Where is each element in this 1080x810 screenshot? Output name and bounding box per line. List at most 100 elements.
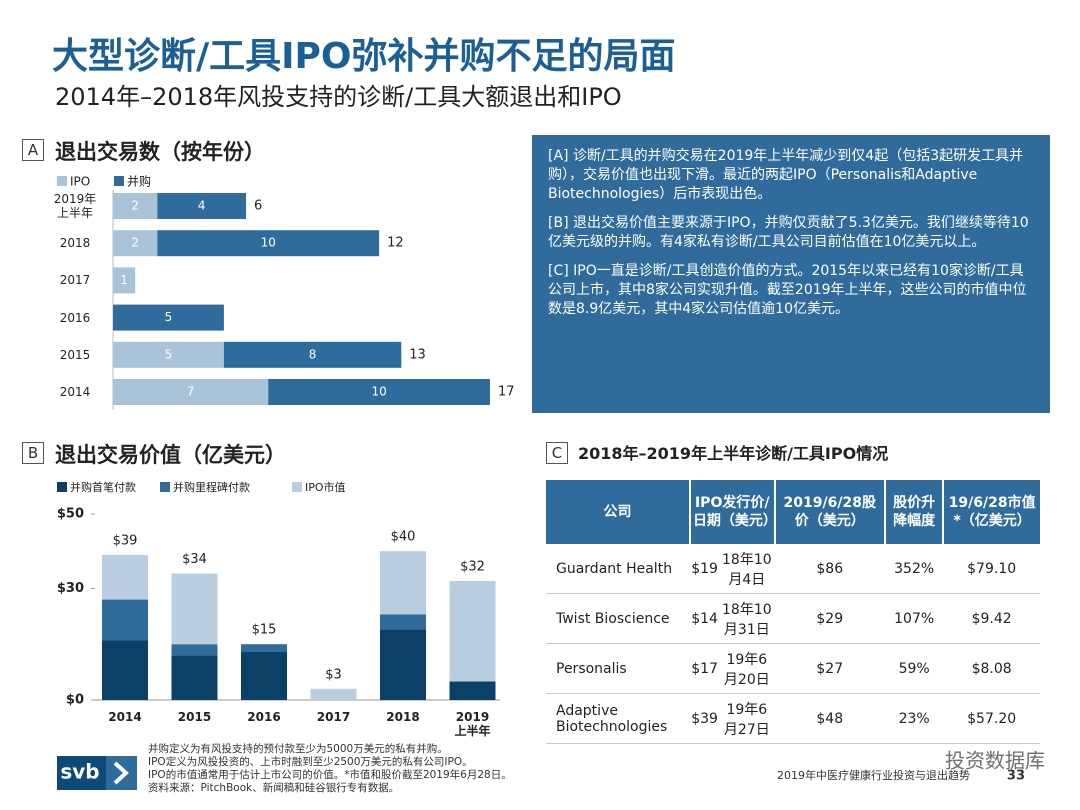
legend-swatch (114, 176, 124, 186)
title: 大型诊断/工具IPO弥补并购不足的局面 (52, 36, 676, 77)
bar-segment (102, 554, 148, 600)
section-label: B (22, 442, 44, 464)
table-cell: $57.20 (943, 693, 1040, 744)
table-cell: $27 (774, 643, 885, 694)
table-cell: Twist Bioscience (546, 593, 690, 644)
header-cell: 2019/6/28股价（美元） (773, 480, 885, 544)
total-label: 6 (254, 199, 262, 214)
bar-segment (380, 629, 426, 700)
logo: svb (60, 760, 99, 784)
header-cell: IPO发行价/日期（美元） (688, 480, 777, 544)
bar-segment (113, 267, 136, 294)
paragraph: [B] 退出交易价值主要来源于IPO，并购仅贡献了5.3亿美元。我们继续等待10… (548, 215, 1029, 250)
legend-swatch (57, 482, 67, 492)
table-cell: 18年10月31日 (719, 593, 775, 644)
total-label: 17 (498, 385, 515, 400)
x-tick-label: 2018 (386, 710, 420, 724)
table-row: Personalis $17 19年6月20日 $27 59% $8.08 (546, 643, 1040, 694)
table-cell: 352% (885, 544, 944, 594)
y-tick-label: 2016 (59, 310, 91, 325)
y-tick-label: $50 (57, 507, 84, 522)
bar-segment (157, 230, 380, 257)
footnotes: 并购定义为有风投支持的预付款至少为5000万美元的私有并购。 IPO定义为风投投资… (148, 743, 512, 795)
table-cell: $14 (689, 593, 720, 644)
legend-swatch (57, 176, 67, 186)
x-tick-label: 2017 (316, 710, 351, 724)
page-number: 33 (1007, 769, 1025, 784)
legend-label: IPO市值 (305, 480, 346, 494)
x-tick-label: 2016 (247, 710, 281, 724)
bar-segment (113, 341, 224, 368)
table-cell: $86 (774, 544, 885, 594)
header-cell: 19/6/28市值*（亿美元） (942, 480, 1040, 544)
table-cell: $19 (689, 544, 720, 594)
footnote: IPO的市值通常用于估计上市公司的价值。*市值和股价截至2019年6月28日。 (148, 769, 512, 781)
y-tick-label: 2018 (59, 236, 91, 251)
paragraph: [A] 诊断/工具的并购交易在2019年上半年减少到仅4起（包括3起研发工具并购… (548, 148, 1024, 202)
segment-label: 5 (165, 347, 173, 361)
section-label: A (22, 139, 44, 161)
segment-label: 10 (371, 385, 386, 399)
report-name: 2019年中医疗健康行业投资与退出趋势 (777, 768, 970, 782)
bar-segment (102, 640, 148, 700)
section-label: C (546, 442, 568, 464)
y-tick-label: $0 (66, 693, 84, 708)
table: 公司 IPO发行价/日期（美元） 2019/6/28股价（美元） 股价升降幅度 19/6… (546, 480, 1040, 744)
y-tick-label: 2015 (59, 347, 91, 362)
total-label: $32 (460, 559, 485, 574)
text-panel: [A] 诊断/工具的并购交易在2019年上半年减少到仅4起（包括3起研发工具并购… (532, 135, 1050, 413)
legend-label: 并购 (127, 174, 151, 189)
segment-label: 10 (261, 236, 276, 250)
y-tick-label: 2019年 上半年 (53, 192, 97, 220)
table-cell: Guardant Health (546, 544, 690, 594)
table-cell: 23% (885, 693, 944, 744)
segment-label: 4 (198, 199, 206, 213)
bar-segment (449, 580, 496, 682)
legend-swatch (292, 482, 302, 492)
chart-title: 退出交易数（按年份） (55, 140, 265, 164)
table-cell: $79.10 (943, 544, 1040, 594)
table-row: Guardant Health $19 18年10月4日 $86 352% $79.10 (546, 544, 1040, 594)
footnote: 资料来源：PitchBook、新闻稿和硅谷银行专有数据。 (148, 782, 400, 794)
bar-segment (171, 655, 218, 700)
bar-segment (113, 379, 269, 405)
bar-segment (380, 614, 426, 630)
paragraph: [C] IPO一直是诊断/工具创造价值的方式。2015年以来已经有10家诊断/工… (548, 263, 1027, 317)
table-cell: Personalis (546, 643, 690, 694)
total-label: $15 (252, 623, 277, 638)
y-tick-label: 2014 (59, 385, 91, 399)
table-cell: 18年10月4日 (719, 544, 775, 594)
bar-segment (113, 193, 158, 219)
total-label: $34 (182, 552, 207, 567)
table-cell: Adaptive Biotechnologies (546, 693, 690, 744)
total-label: 13 (409, 347, 426, 362)
total-label: $40 (391, 530, 416, 545)
watermark: 投资数据库 (945, 749, 1045, 773)
x-tick-label: 2019 上半年 (454, 710, 491, 738)
table-cell: $48 (774, 693, 885, 744)
table-cell: $29 (774, 593, 885, 644)
legend-swatch (160, 482, 170, 492)
segment-label: 2 (131, 199, 139, 213)
footnote: 并购定义为有风投支持的预付款至少为5000万美元的私有并购。 (148, 743, 448, 755)
bar-segment (171, 573, 218, 645)
header-cell: 公司 (546, 480, 690, 544)
table-row: Adaptive Biotechnologies $39 19年6月27日 $48 23… (546, 693, 1040, 744)
bar-segment (449, 681, 496, 700)
table-row: Twist Bioscience $14 18年10月31日 $29 107% $9.42 (546, 593, 1040, 644)
table-cell: 19年6月20日 (719, 643, 775, 694)
legend-label: 并购首笔付款 (70, 480, 136, 494)
header-cell: 股价升降幅度 (883, 480, 944, 544)
segment-label: 8 (309, 347, 317, 361)
legend-label: IPO (70, 175, 90, 189)
table-title: 2018年–2019年上半年诊断/工具IPO情况 (578, 444, 889, 463)
bar-segment (113, 230, 158, 257)
x-tick-label: 2015 (177, 710, 212, 724)
legend-label: 并购里程碑付款 (173, 480, 250, 494)
chart-title: 退出交易价值（亿美元） (55, 443, 286, 467)
bar-segment (223, 341, 402, 368)
table-cell: $9.42 (943, 593, 1040, 644)
table-cell: $39 (689, 693, 720, 744)
table-cell: $17 (689, 643, 720, 694)
